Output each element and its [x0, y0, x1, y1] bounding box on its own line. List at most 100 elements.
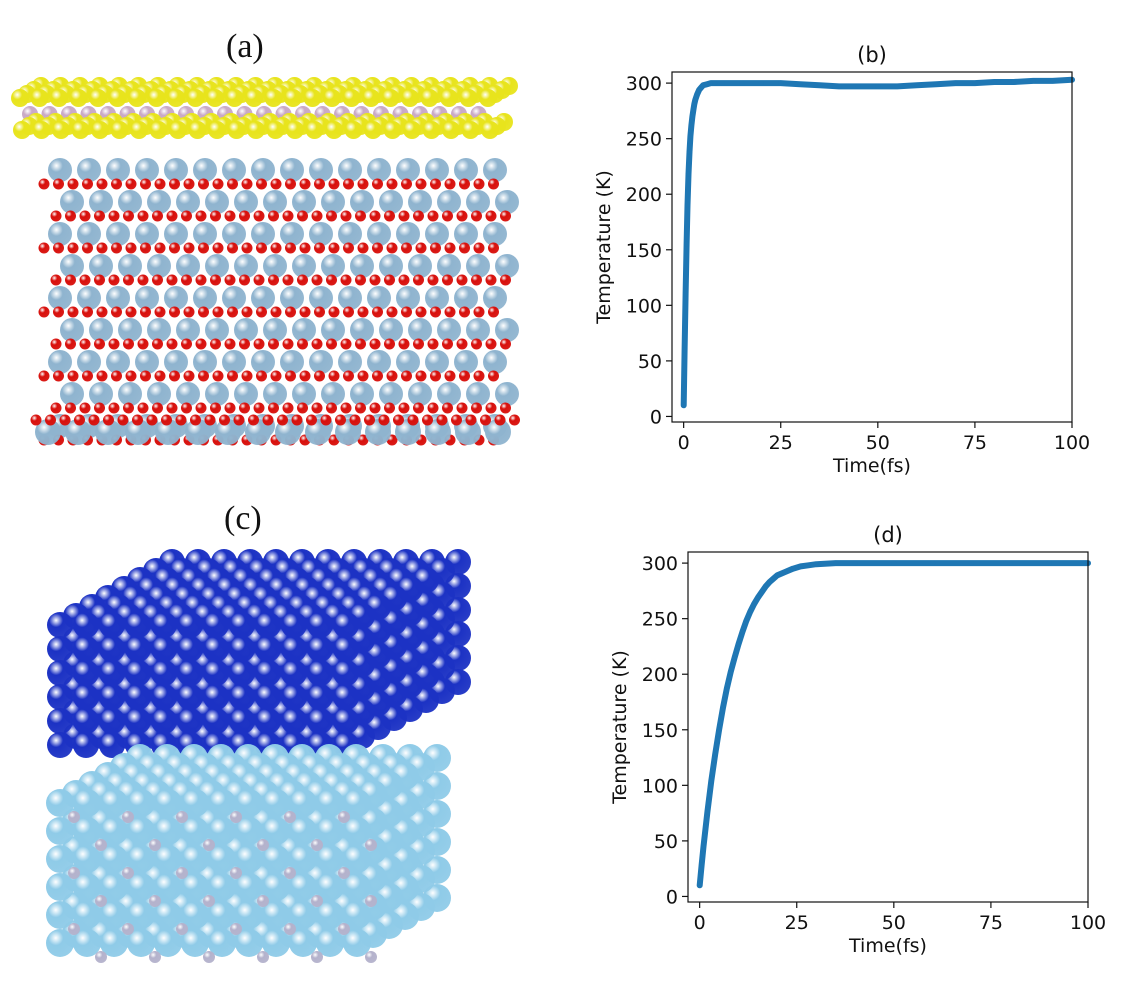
oxygen-atom: [401, 306, 412, 318]
bottom-slab-atom: [316, 929, 344, 957]
dopant-atom: [230, 867, 242, 879]
sulfur-atom: [342, 89, 361, 107]
oxygen-atom: [82, 370, 93, 382]
y-tick-label: 0: [666, 886, 678, 908]
bottom-slab-atom: [262, 817, 290, 845]
oxygen-atom: [166, 210, 178, 222]
oxygen-atom: [67, 242, 79, 254]
cation-atom: [48, 158, 72, 182]
cation-atom: [193, 158, 217, 182]
bottom-slab-atom: [73, 817, 101, 845]
dopant-atom: [68, 867, 80, 879]
oxygen-atom: [480, 414, 491, 426]
oxygen-atom: [38, 178, 50, 190]
chart-title: (b): [857, 43, 887, 67]
bottom-slab-atom: [343, 929, 371, 957]
cation-atom: [338, 222, 362, 246]
data-point: [832, 560, 839, 566]
cation-atom: [292, 254, 316, 278]
dopant-atom: [95, 839, 107, 851]
oxygen-atom: [154, 306, 166, 318]
x-tick-label: 100: [1054, 432, 1090, 454]
oxygen-atom: [94, 210, 105, 222]
oxygen-atom: [442, 210, 453, 222]
cation-atom: [309, 350, 333, 374]
oxygen-atom: [343, 178, 354, 190]
oxygen-atom: [369, 274, 381, 286]
oxygen-atom: [282, 338, 294, 350]
top-slab-atom: [281, 684, 307, 710]
oxygen-atom: [152, 402, 163, 414]
oxygen-atom: [65, 338, 76, 350]
cation-atom: [118, 318, 142, 342]
cation-atom: [89, 190, 113, 214]
x-tick-label: 25: [785, 912, 809, 934]
y-axis-label: Temperature (K): [609, 650, 631, 805]
oxygen-atom: [256, 306, 267, 318]
chart-temperature-b: (b) 0 50 100 150 200 250 300 0 25 50 75 100 Time(fs) T…: [593, 43, 1090, 477]
cation-atom: [118, 254, 142, 278]
oxygen-atom: [465, 414, 477, 426]
oxygen-atom: [67, 178, 79, 190]
y-tick-label: 200: [626, 184, 662, 206]
oxygen-atom: [108, 338, 120, 350]
oxygen-atom: [123, 338, 134, 350]
x-tick-label: 50: [866, 432, 890, 454]
x-axis-label: Time(fs): [832, 455, 911, 477]
sulfur-atom: [13, 121, 31, 139]
cation-atom: [425, 350, 449, 374]
top-slab-atom: [203, 708, 229, 734]
oxygen-atom: [459, 242, 470, 254]
oxygen-atom: [239, 402, 250, 414]
bottom-slab-atom: [208, 789, 236, 817]
data-point: [743, 618, 749, 624]
bottom-slab-atom: [208, 817, 236, 845]
oxygen-atom: [53, 306, 64, 318]
data-point: [687, 133, 694, 140]
sulfur-atom: [206, 89, 224, 107]
oxygen-atom: [456, 210, 468, 222]
cation-atom: [89, 382, 113, 406]
cation-atom: [321, 318, 345, 342]
top-slab-atom: [229, 660, 255, 686]
top-slab-atom: [125, 636, 151, 662]
data-point: [930, 560, 936, 566]
top-slab-atom: [125, 684, 151, 710]
oxygen-atom: [146, 414, 158, 426]
cation-atom: [495, 382, 519, 406]
data-point: [697, 882, 703, 888]
sulfur-atom: [422, 121, 441, 139]
data-point: [914, 82, 920, 88]
cation-atom: [280, 286, 304, 310]
oxygen-atom: [340, 402, 352, 414]
oxygen-atom: [297, 402, 308, 414]
cation-atom: [466, 254, 490, 278]
oxygen-atom: [140, 306, 151, 318]
oxygen-atom: [357, 306, 369, 318]
data-point: [692, 97, 698, 103]
oxygen-atom: [451, 414, 462, 426]
bottom-slab-atom: [262, 789, 290, 817]
oxygen-atom: [210, 274, 221, 286]
cation-atom: [335, 419, 361, 445]
cation-atom: [77, 350, 101, 374]
data-point: [747, 609, 753, 615]
series-line: [696, 560, 1091, 889]
oxygen-atom: [413, 338, 424, 350]
dopant-atom: [176, 867, 188, 879]
oxygen-atom: [50, 402, 62, 414]
oxygen-atom: [79, 210, 91, 222]
cation-atom: [164, 222, 188, 246]
cation-atom: [483, 286, 507, 310]
oxygen-atom: [299, 242, 311, 254]
oxygen-atom: [320, 414, 332, 426]
cation-atom: [437, 190, 461, 214]
oxygen-atom: [285, 370, 296, 382]
top-slab-atom: [47, 708, 73, 734]
oxygen-atom: [212, 370, 224, 382]
oxygen-atom: [137, 338, 149, 350]
oxygen-atom: [415, 178, 427, 190]
oxygen-atom: [30, 414, 42, 426]
oxygen-atom: [297, 274, 308, 286]
atomic-structure-c: [46, 549, 471, 963]
